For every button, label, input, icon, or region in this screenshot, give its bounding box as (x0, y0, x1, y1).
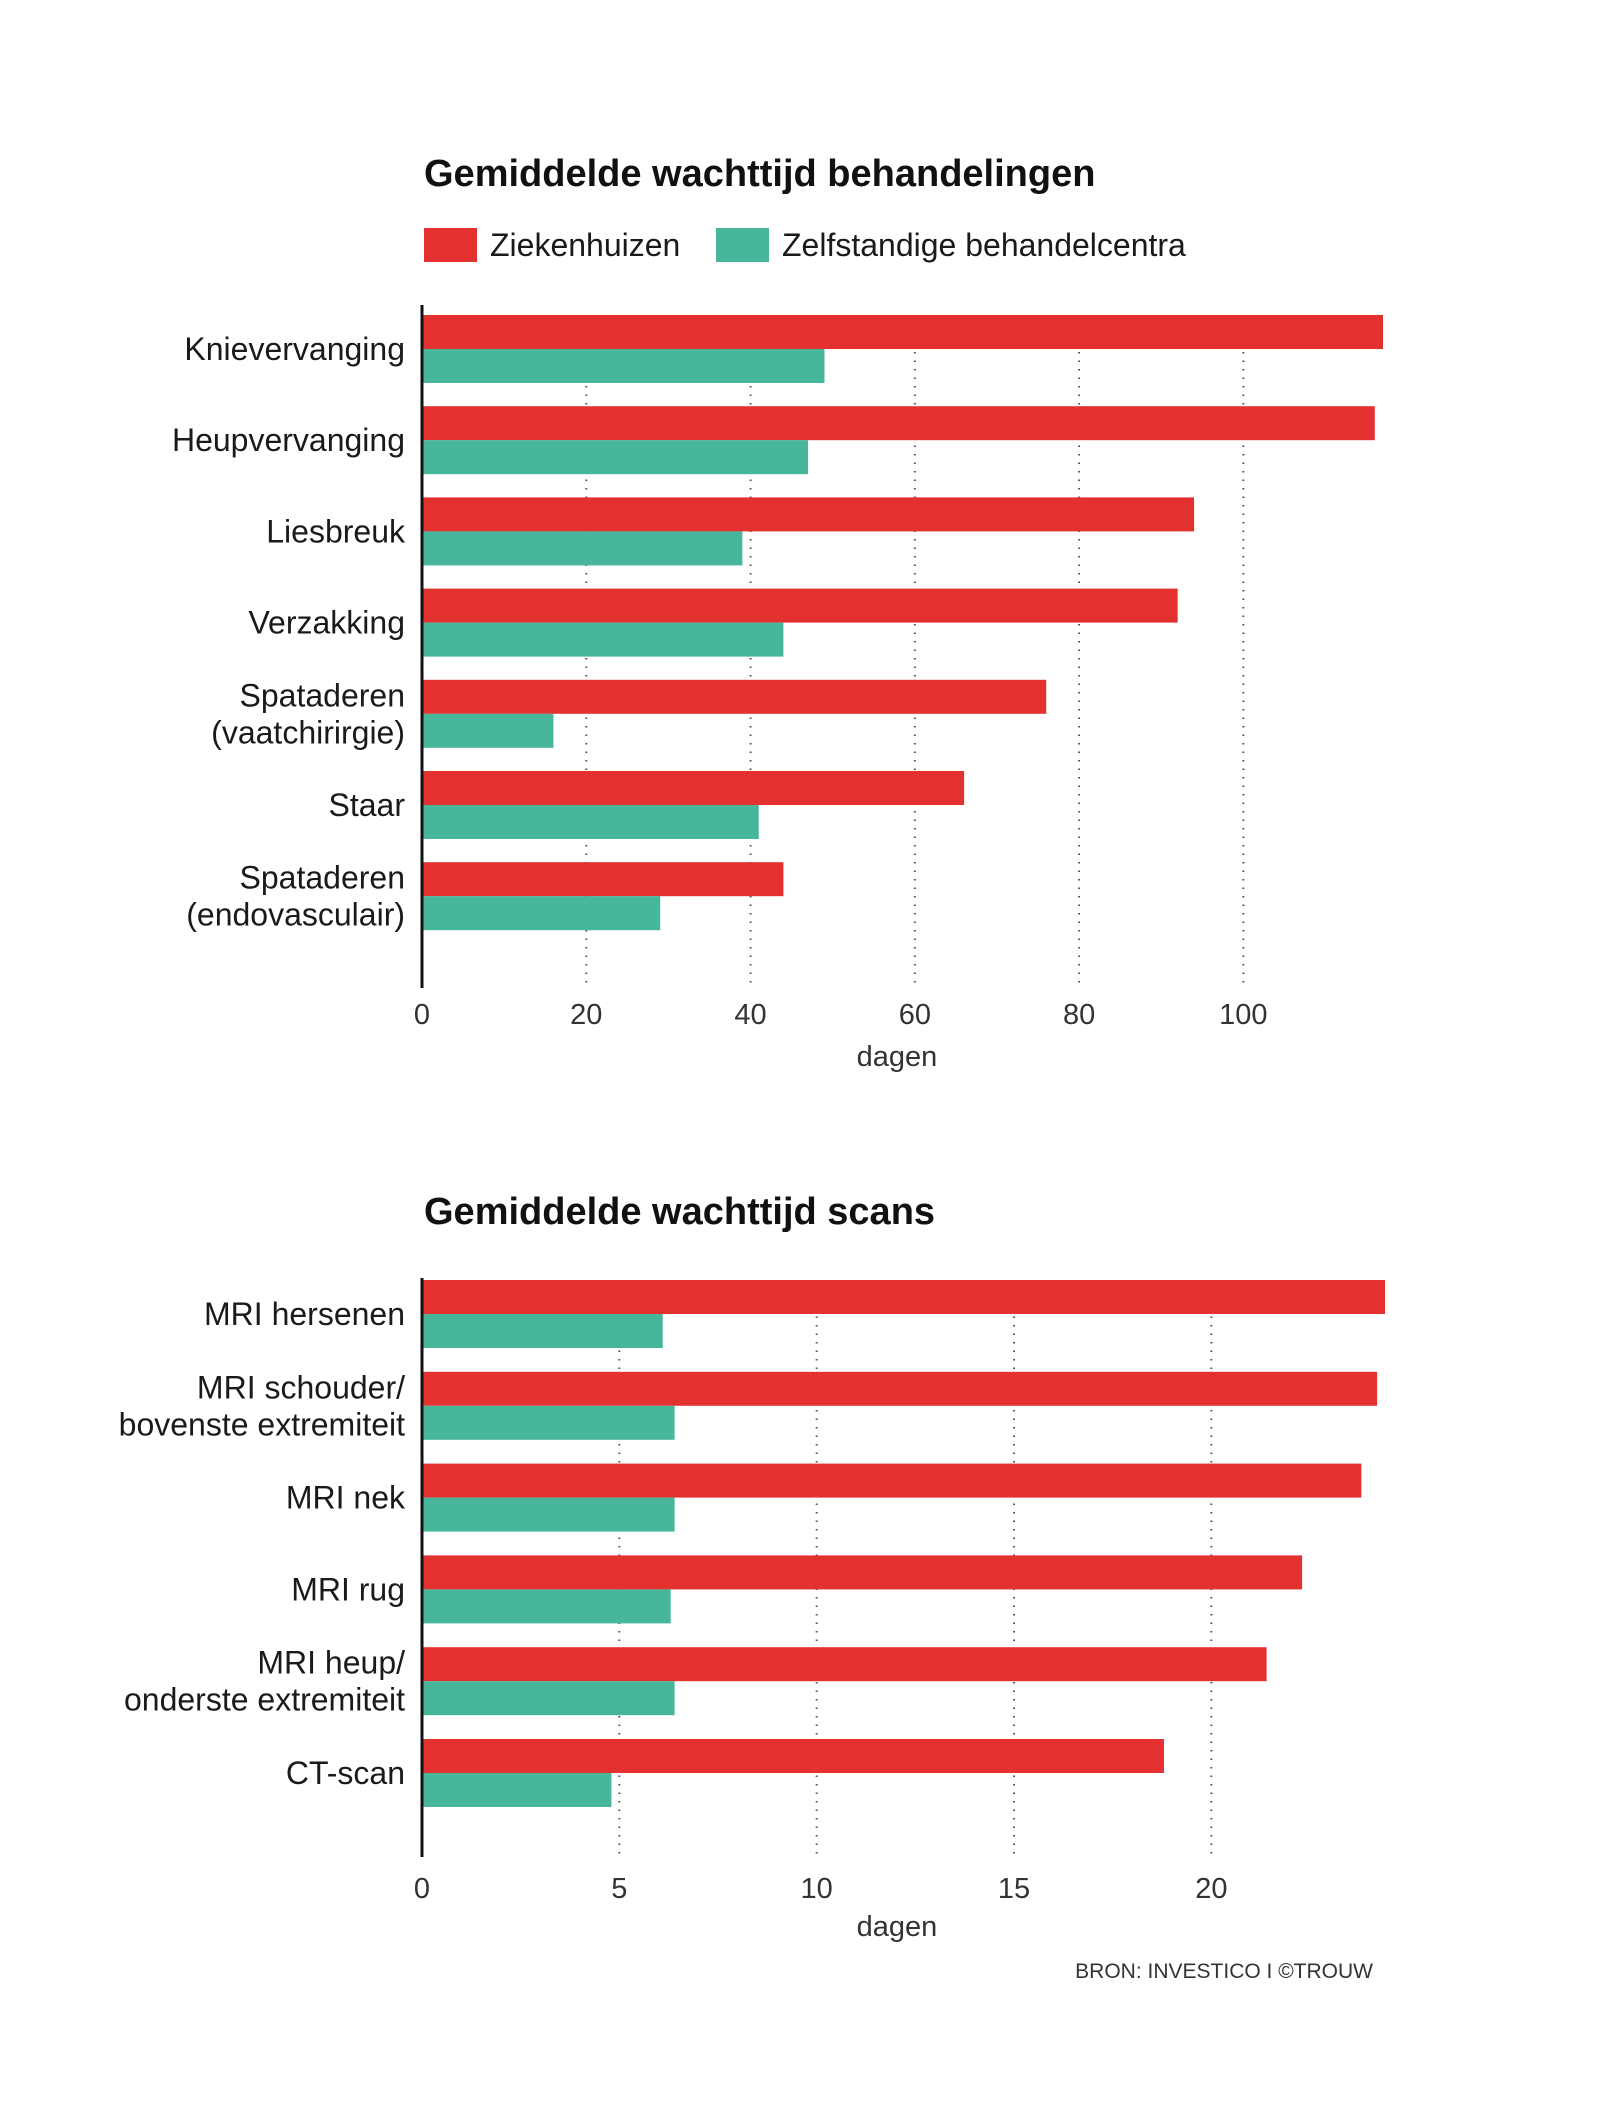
bar-zbc-behandelingen-6 (422, 896, 661, 931)
x-tick-label-scans-20: 20 (1195, 1873, 1227, 1905)
bar-zbc-scans-3 (422, 1589, 671, 1624)
legend-swatch-ziekenhuizen (424, 228, 477, 262)
plot-area-scans: 0 5 10 15 20 MRI hersenen MRI schouder/bovenst… (119, 1278, 1385, 1943)
category-label-scans-3: MRI rug (291, 1571, 405, 1607)
x-tick-label-scans-0: 0 (414, 1873, 430, 1905)
legend-swatch-zbc (716, 228, 769, 262)
x-tick-label-scans-10: 10 (801, 1873, 833, 1905)
x-tick-label-behandelingen-40: 40 (734, 999, 766, 1031)
x-tick-label-scans-5: 5 (611, 1873, 627, 1905)
bar-zbc-behandelingen-2 (422, 531, 743, 566)
category-label-scans-1-line1: bovenste extremiteit (119, 1406, 405, 1442)
category-label-scans-1-line0: MRI schouder/ (197, 1369, 405, 1405)
category-label-scans-4-line0: MRI heup/ (257, 1645, 405, 1681)
chart-scans: Gemiddelde wachttijd scans 0 5 10 15 20 MRI h… (119, 1191, 1385, 1943)
legend: Ziekenhuizen Zelfstandige behandelcentra (424, 227, 1186, 263)
bar-ziekenhuizen-scans-3 (422, 1555, 1303, 1590)
category-label-scans-2: MRI nek (286, 1480, 406, 1516)
category-label-behandelingen-4-line1: (vaatchirirgie) (211, 714, 405, 750)
category-label-behandelingen-6-line0: Spataderen (240, 860, 405, 896)
bar-zbc-behandelingen-1 (422, 440, 809, 475)
x-tick-label-behandelingen-0: 0 (414, 999, 430, 1031)
bar-ziekenhuizen-behandelingen-4 (422, 679, 1047, 714)
bar-ziekenhuizen-behandelingen-3 (422, 588, 1178, 623)
category-label-behandelingen-5: Staar (329, 787, 406, 823)
x-tick-label-behandelingen-60: 60 (899, 999, 931, 1031)
chart-behandelingen: Gemiddelde wachttijd behandelingen Zieke… (172, 153, 1383, 1073)
bar-ziekenhuizen-scans-5 (422, 1739, 1164, 1773)
legend-label-ziekenhuizen: Ziekenhuizen (490, 227, 680, 263)
x-tick-label-scans-15: 15 (998, 1873, 1030, 1905)
x-axis-title-scans: dagen (857, 1911, 938, 1943)
category-label-scans-4-line1: onderste extremiteit (124, 1682, 405, 1718)
bar-zbc-behandelingen-0 (422, 349, 825, 383)
category-label-scans-0: MRI hersenen (204, 1296, 405, 1332)
bar-ziekenhuizen-scans-0 (422, 1280, 1385, 1314)
bar-ziekenhuizen-behandelingen-0 (422, 315, 1383, 349)
bar-zbc-behandelingen-4 (422, 713, 554, 748)
legend-label-zbc: Zelfstandige behandelcentra (782, 227, 1186, 263)
category-label-behandelingen-2: Liesbreuk (266, 513, 406, 549)
category-label-behandelingen-1: Heupvervanging (172, 422, 405, 458)
chart-title-behandelingen: Gemiddelde wachttijd behandelingen (424, 153, 1095, 195)
bar-zbc-behandelingen-3 (422, 622, 784, 657)
bar-zbc-scans-1 (422, 1405, 675, 1440)
plot-area-behandelingen: 0 20 40 60 80 100 Knievervanging Heupvervanging… (172, 305, 1383, 1073)
bar-ziekenhuizen-behandelingen-5 (422, 771, 965, 805)
bar-ziekenhuizen-behandelingen-2 (422, 497, 1195, 532)
bar-ziekenhuizen-scans-4 (422, 1647, 1267, 1682)
chart-title-scans: Gemiddelde wachttijd scans (424, 1191, 935, 1233)
bar-zbc-scans-4 (422, 1681, 675, 1716)
category-label-behandelingen-4-line0: Spataderen (240, 677, 405, 713)
bar-ziekenhuizen-scans-2 (422, 1463, 1362, 1498)
category-label-behandelingen-0: Knievervanging (184, 331, 405, 367)
bar-ziekenhuizen-scans-1 (422, 1371, 1378, 1406)
bar-zbc-scans-5 (422, 1773, 612, 1807)
x-tick-label-behandelingen-20: 20 (570, 999, 602, 1031)
bar-zbc-scans-2 (422, 1497, 675, 1532)
category-label-scans-5: CT-scan (286, 1755, 405, 1791)
bar-zbc-behandelingen-5 (422, 805, 759, 839)
source-credit: BRON: INVESTICO I ©TROUW (1075, 1960, 1373, 1983)
category-label-behandelingen-6-line1: (endovasculair) (186, 897, 405, 933)
bar-ziekenhuizen-behandelingen-6 (422, 862, 784, 897)
category-label-behandelingen-3: Verzakking (248, 605, 405, 641)
bar-zbc-scans-0 (422, 1314, 663, 1348)
x-tick-label-behandelingen-100: 100 (1219, 999, 1267, 1031)
x-axis-title-behandelingen: dagen (857, 1041, 938, 1073)
x-tick-label-behandelingen-80: 80 (1063, 999, 1095, 1031)
bar-ziekenhuizen-behandelingen-1 (422, 406, 1375, 441)
